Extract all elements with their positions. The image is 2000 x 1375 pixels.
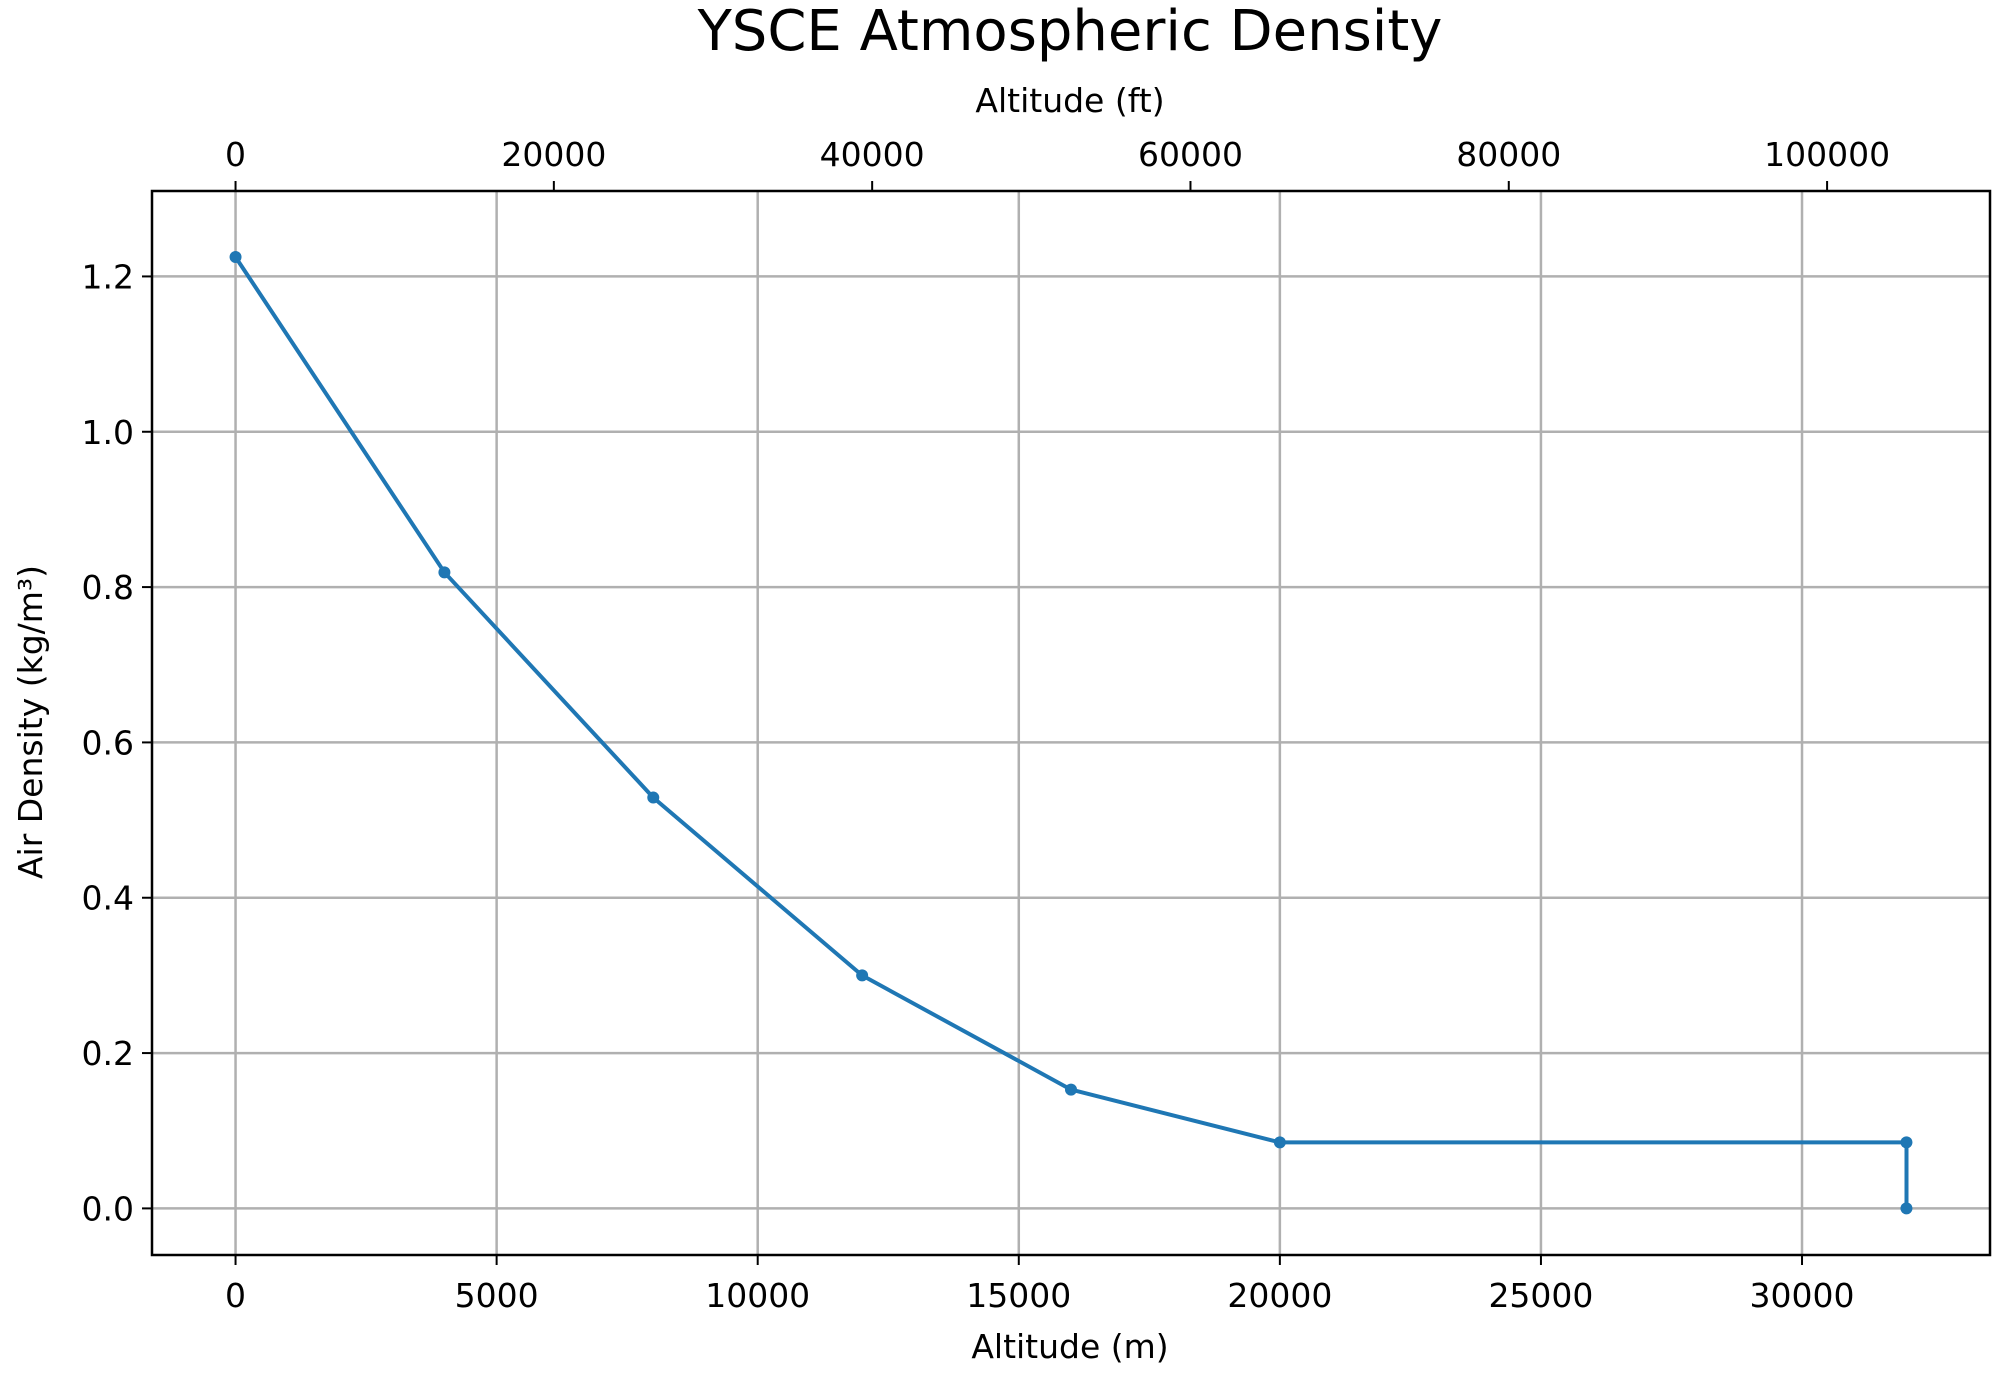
plot-frame [150, 189, 1992, 1257]
secondary-x-tick-label: 40000 [820, 135, 925, 174]
x-tick-label: 25000 [1488, 1276, 1593, 1315]
secondary-x-tick-label: 100000 [1764, 135, 1890, 174]
data-series [229, 251, 1913, 1215]
chart-title: YSCE Atmospheric Density [697, 0, 1443, 64]
y-tick-label: 1.2 [82, 257, 134, 296]
secondary-x-tick-label: 60000 [1138, 135, 1243, 174]
data-point [1900, 1136, 1913, 1149]
secondary-x-tick-label: 80000 [1456, 135, 1561, 174]
y-axis-label: Air Density (kg/m³) [11, 565, 50, 879]
data-point [229, 251, 242, 264]
x-axis-label: Altitude (m) [971, 1327, 1168, 1366]
x-tick-label: 15000 [966, 1276, 1071, 1315]
y-tick-label: 0.8 [82, 568, 134, 607]
secondary-x-axis-label: Altitude (ft) [975, 81, 1164, 120]
x-tick-label: 5000 [455, 1276, 539, 1315]
data-point [1900, 1202, 1913, 1215]
data-point [1273, 1136, 1286, 1149]
x-tick-label: 10000 [705, 1276, 810, 1315]
data-point [1065, 1083, 1077, 1096]
y-tick-label: 0.0 [82, 1189, 134, 1228]
data-point [856, 969, 869, 982]
y-tick-label: 0.2 [82, 1034, 134, 1073]
y-tick-label: 0.6 [82, 723, 134, 762]
secondary-x-tick-label: 20000 [501, 135, 606, 174]
y-tick-label: 1.0 [82, 413, 134, 452]
x-tick-label: 30000 [1750, 1276, 1855, 1315]
y-tick-label: 0.4 [82, 879, 134, 918]
data-point [438, 566, 451, 579]
x-tick-label: 0 [225, 1276, 246, 1315]
ticks: 0 5000 10000 15000 20000 25000 30000 0.0 0.2 0.4 0… [82, 135, 1891, 1315]
data-point [647, 791, 660, 804]
x-tick-label: 20000 [1227, 1276, 1332, 1315]
series-line [233, 255, 1909, 1209]
secondary-x-tick-label: 0 [225, 135, 246, 174]
